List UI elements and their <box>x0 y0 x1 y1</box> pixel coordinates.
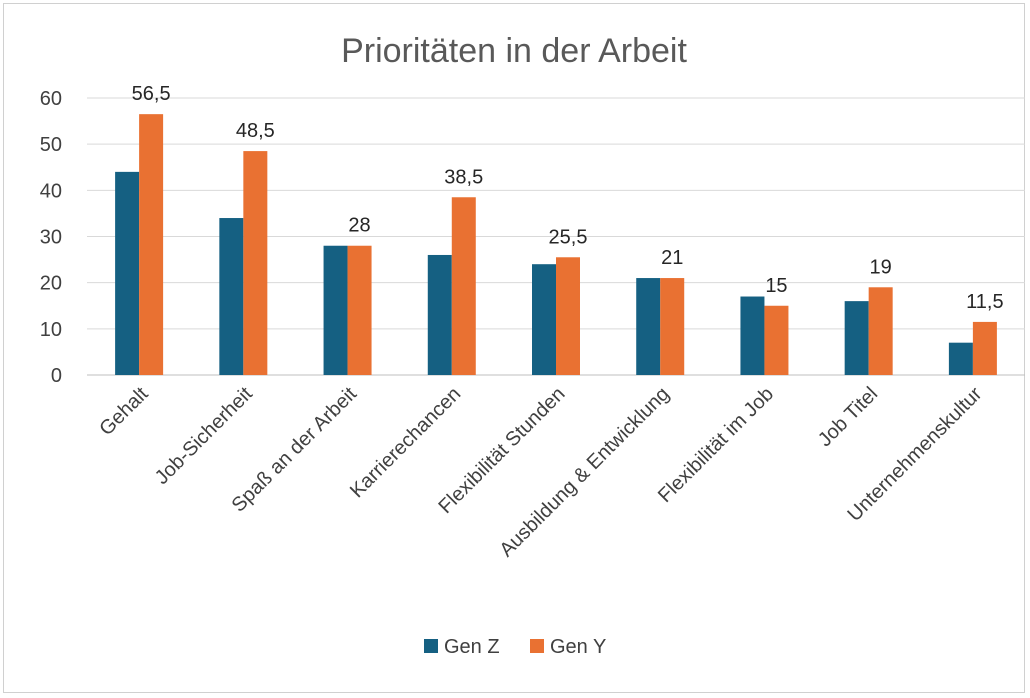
legend: Gen Z Gen Y <box>424 636 606 658</box>
bar-gen-y <box>972 321 997 375</box>
data-label: 11,5 <box>966 291 1003 313</box>
bar-gen-z <box>532 264 556 375</box>
data-label: 28 <box>348 215 370 237</box>
data-label: 25,5 <box>549 226 588 248</box>
data-label: 21 <box>661 247 683 269</box>
bar-gen-y <box>556 257 580 375</box>
y-tick-label: 40 <box>40 180 62 202</box>
bar-gen-y <box>243 151 268 375</box>
bar-gen-z <box>115 171 140 375</box>
bar-gen-z <box>636 278 661 375</box>
legend-swatch <box>530 639 544 653</box>
data-label: 19 <box>870 256 892 278</box>
bar-gen-y <box>660 278 685 375</box>
y-tick-label: 10 <box>40 319 62 341</box>
y-tick-label: 60 <box>40 88 62 110</box>
y-tick-label: 0 <box>51 365 62 387</box>
bar-gen-z <box>427 254 452 375</box>
y-tick-label: 20 <box>40 273 62 295</box>
chart-title: Prioritäten in der Arbeit <box>341 32 687 70</box>
bar-gen-y <box>347 245 372 375</box>
bar-gen-z <box>219 218 244 375</box>
data-label: 48,5 <box>236 120 275 142</box>
bar-gen-z <box>948 342 973 375</box>
legend-label: Gen Z <box>444 636 500 658</box>
x-tick-label: Karrierechancen <box>346 383 465 502</box>
data-label: 56,5 <box>132 83 171 105</box>
bar-gen-y <box>868 287 893 375</box>
x-tick-label: Ausbildung & Entwicklung <box>495 383 673 561</box>
x-tick-label: Job-Sicherheit <box>151 383 257 489</box>
legend-label: Gen Y <box>550 636 606 658</box>
y-tick-label: 50 <box>40 134 62 156</box>
x-tick-label: Job Titel <box>814 383 882 451</box>
bar-gen-z <box>323 245 348 375</box>
bar-gen-z <box>844 301 869 375</box>
x-tick-label: Flexibilität im Job <box>654 383 778 507</box>
bar-gen-y <box>764 305 789 375</box>
x-tick-label: Gehalt <box>95 383 153 441</box>
legend-swatch <box>424 639 438 653</box>
bar-gen-y <box>139 114 164 376</box>
data-label: 38,5 <box>444 166 483 188</box>
data-label: 15 <box>765 275 787 297</box>
bar-gen-z <box>740 296 765 375</box>
y-tick-label: 30 <box>40 227 62 249</box>
bar-gen-y <box>451 197 476 375</box>
